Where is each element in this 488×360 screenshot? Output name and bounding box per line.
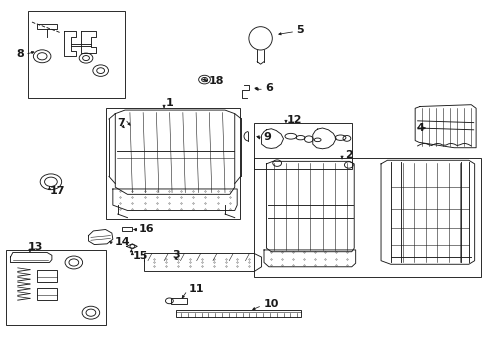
Bar — [122, 227, 132, 231]
Text: 6: 6 — [265, 83, 273, 93]
Text: 10: 10 — [264, 299, 279, 309]
Text: 8: 8 — [16, 49, 24, 59]
Bar — [37, 288, 57, 300]
Text: 3: 3 — [172, 250, 180, 260]
Text: 15: 15 — [132, 251, 147, 261]
Text: 9: 9 — [263, 132, 270, 142]
Bar — [254, 158, 480, 277]
Bar — [27, 12, 125, 98]
Text: 5: 5 — [296, 25, 303, 35]
Bar — [105, 108, 239, 220]
Bar — [37, 270, 57, 282]
Text: 17: 17 — [49, 186, 65, 197]
Text: 2: 2 — [344, 150, 352, 160]
Text: 1: 1 — [165, 98, 173, 108]
Bar — [37, 24, 57, 30]
Text: 13: 13 — [27, 242, 43, 252]
Text: 4: 4 — [415, 123, 423, 133]
Text: 16: 16 — [139, 225, 155, 234]
Bar — [171, 298, 186, 304]
Text: 18: 18 — [208, 76, 224, 86]
Bar — [254, 123, 351, 169]
Text: 11: 11 — [188, 284, 203, 294]
Text: 12: 12 — [286, 115, 302, 125]
Text: 7: 7 — [118, 118, 125, 128]
Bar — [176, 310, 300, 317]
Text: 14: 14 — [114, 237, 130, 247]
Bar — [5, 250, 105, 325]
